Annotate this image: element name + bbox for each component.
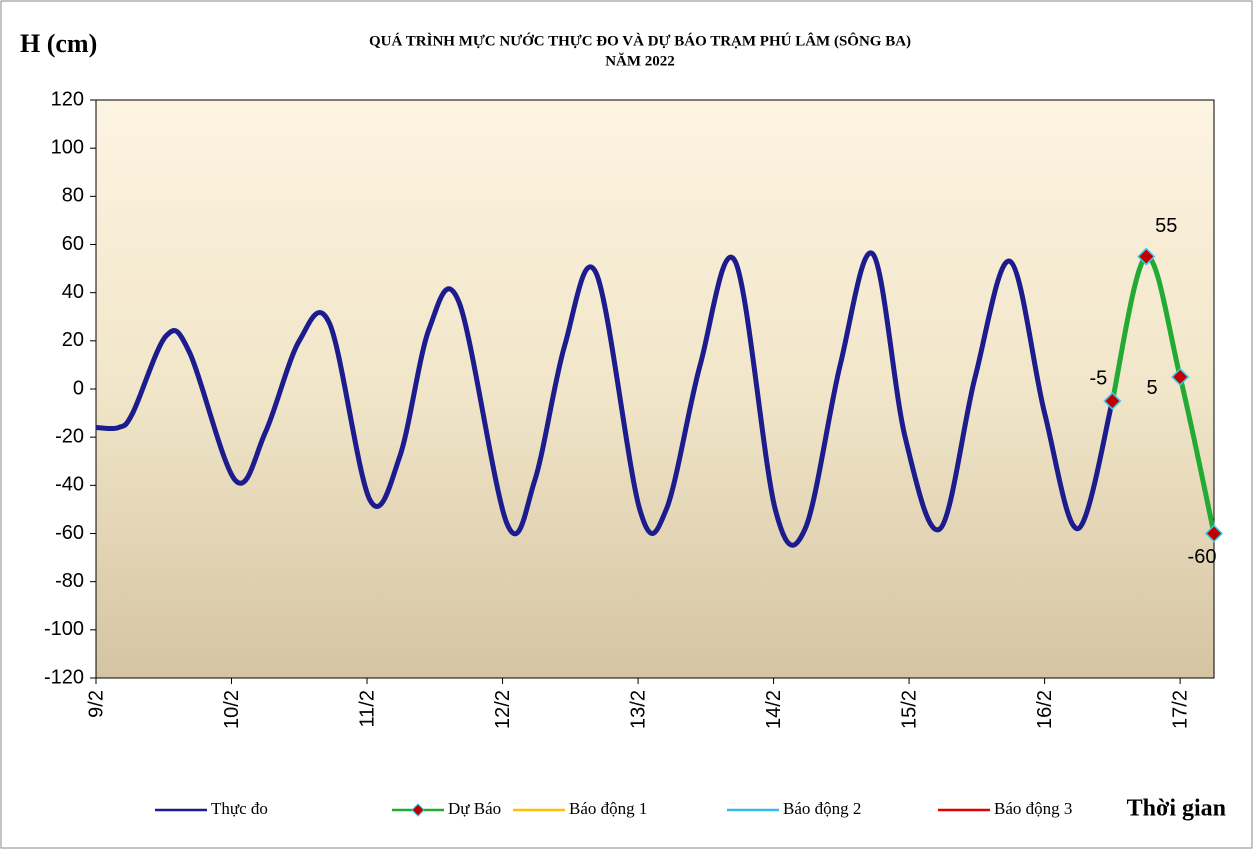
legend-label: Thực đo — [211, 799, 268, 818]
y-tick-label: 20 — [62, 329, 84, 351]
marker — [1137, 247, 1156, 266]
series-line — [95, 250, 1115, 548]
data-label: -60 — [1188, 546, 1217, 568]
y-tick-label: 0 — [73, 377, 84, 399]
y-tick-label: -40 — [55, 474, 84, 496]
x-tick-label: 16/2 — [1034, 690, 1056, 729]
y-tick-label: -100 — [44, 618, 84, 640]
marker — [1204, 524, 1224, 543]
x-tick-label: 13/2 — [627, 690, 649, 729]
y-tick-label: -80 — [55, 570, 84, 592]
x-axis-label: Thời gian — [1127, 796, 1226, 822]
x-tick-label: 14/2 — [763, 690, 785, 729]
y-axis-label: H (cm) — [20, 29, 97, 58]
data-label: 55 — [1155, 215, 1177, 237]
chart-subtitle: NĂM 2022 — [605, 52, 675, 69]
x-tick-label: 11/2 — [356, 690, 378, 727]
marker — [1171, 367, 1190, 387]
legend-label: Báo động 2 — [783, 799, 861, 818]
y-tick-label: 120 — [51, 88, 84, 110]
legend-label: Báo động 3 — [994, 799, 1072, 818]
y-tick-label: 60 — [62, 233, 84, 255]
y-tick-label: 40 — [62, 281, 84, 303]
y-tick-label: -60 — [55, 522, 84, 544]
y-tick-label: 80 — [62, 185, 84, 207]
legend-marker — [411, 803, 425, 817]
x-tick-label: 10/2 — [221, 690, 243, 729]
y-tick-label: -120 — [44, 666, 84, 688]
x-tick-label: 9/2 — [85, 690, 107, 718]
x-tick-label: 15/2 — [898, 690, 920, 729]
data-label: -5 — [1089, 367, 1107, 389]
x-tick-label: 17/2 — [1169, 690, 1191, 729]
series-line — [1109, 254, 1217, 535]
x-tick-label: 12/2 — [492, 690, 514, 729]
legend-label: Dự Báo — [448, 799, 501, 818]
y-tick-label: 100 — [51, 136, 84, 158]
chart-title: QUÁ TRÌNH MỰC NƯỚC THỰC ĐO VÀ DỰ BÁO TRẠ… — [369, 32, 911, 49]
marker — [1103, 391, 1122, 411]
data-label: 5 — [1147, 377, 1158, 399]
legend-label: Báo động 1 — [569, 799, 647, 818]
plot-area — [95, 99, 1215, 679]
y-tick-label: -20 — [55, 425, 84, 447]
